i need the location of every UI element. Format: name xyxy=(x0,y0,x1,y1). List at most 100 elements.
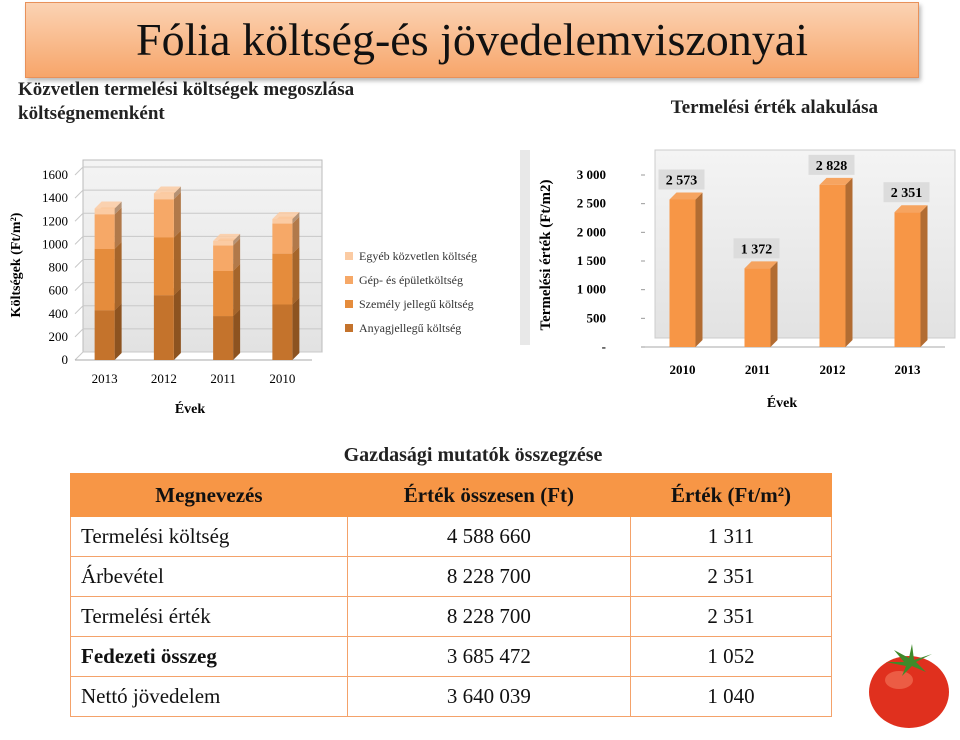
legend-label: Gép- és épületköltség xyxy=(359,273,463,287)
y-tick-label: 500 xyxy=(587,310,607,325)
bar xyxy=(94,214,115,249)
table-cell: 1 311 xyxy=(629,516,833,557)
grid-line xyxy=(74,259,322,268)
x-axis-label: Évek xyxy=(175,400,206,417)
bar-side xyxy=(292,211,300,224)
summary-table: Megnevezés Érték összesen (Ft) Érték (Ft/m… xyxy=(70,473,833,717)
y-tick-label: 1000 xyxy=(42,236,68,251)
bar-side xyxy=(292,246,300,305)
header-cell: Érték (Ft/m²) xyxy=(629,473,833,517)
plot-wall xyxy=(654,149,956,339)
bar xyxy=(272,253,293,305)
y-tick-label: 400 xyxy=(49,306,69,321)
legend-swatch xyxy=(345,252,353,260)
legend-label: Egyéb közvetlen költség xyxy=(359,249,477,263)
y-axis-label: Költségek (Ft/m²) xyxy=(9,212,24,317)
bar-side xyxy=(292,297,300,360)
bar-side xyxy=(173,186,181,200)
table-cell: 3 640 039 xyxy=(346,676,631,717)
bar-side xyxy=(233,238,241,271)
y-tick-label: 1 000 xyxy=(577,282,606,297)
bar xyxy=(94,310,115,360)
bar xyxy=(94,249,115,311)
bar-top xyxy=(272,211,300,219)
table-cell: Termelési érték xyxy=(70,596,348,637)
y-tick-label: 0 xyxy=(62,352,69,367)
x-tick-label: 2011 xyxy=(210,371,236,386)
header-cell: Megnevezés xyxy=(70,473,348,517)
x-tick-label: 2012 xyxy=(151,371,177,386)
x-tick-label: 2011 xyxy=(745,362,770,377)
grid-line xyxy=(74,328,322,338)
bar xyxy=(894,212,921,347)
table-cell: 2 351 xyxy=(629,596,833,637)
table-cell: 4 588 660 xyxy=(346,516,631,557)
bar xyxy=(669,199,696,347)
bar-side xyxy=(770,261,778,347)
bar-side xyxy=(292,216,300,254)
bar xyxy=(153,193,174,200)
grid-line xyxy=(74,166,322,176)
x-tick-label: 2013 xyxy=(895,362,922,377)
bar-top xyxy=(894,205,928,213)
bar xyxy=(213,316,234,360)
table-row: Termelési költség 4 588 660 1 311 xyxy=(70,516,833,557)
bar-top xyxy=(819,177,853,185)
table-title: Gazdasági mutatók összegzése xyxy=(343,444,603,466)
x-axis-label: Évek xyxy=(767,394,798,411)
table-row: Nettó jövedelem 3 640 039 1 040 xyxy=(70,676,833,717)
value-label: 2 351 xyxy=(891,186,923,201)
legend-label: Anyagjellegű költség xyxy=(359,321,461,335)
bar-top xyxy=(213,233,241,241)
header-cell: Érték összesen (Ft) xyxy=(346,473,631,517)
charts: Költségek (Ft/m²) Évek Termelési érték (… xyxy=(9,149,956,417)
bar xyxy=(153,295,174,360)
bar-side xyxy=(114,207,122,249)
bar xyxy=(153,237,174,296)
legend-swatch xyxy=(345,324,353,332)
table-cell: Nettó jövedelem xyxy=(70,676,348,717)
table-cell: 1 052 xyxy=(629,636,833,677)
header-row: Megnevezés Érték összesen (Ft) Érték (Ft/m… xyxy=(70,473,833,517)
bar-side xyxy=(114,201,122,215)
y-tick-label: 1400 xyxy=(42,190,68,205)
value-label-bg xyxy=(883,182,930,203)
bar xyxy=(213,270,234,317)
grid-line xyxy=(74,305,322,315)
x-tick-label: 2010 xyxy=(670,362,696,377)
y-tick-label: 3 000 xyxy=(577,167,606,182)
bar-side xyxy=(233,233,241,246)
grid-line xyxy=(74,235,322,245)
legend-label: Személy jellegű költség xyxy=(359,297,474,311)
bar xyxy=(272,223,293,254)
bar-side xyxy=(920,205,928,347)
y-tick-label: 1600 xyxy=(42,167,68,182)
bar xyxy=(153,199,174,238)
grid-line xyxy=(74,189,322,199)
x-tick-label: 2012 xyxy=(820,362,846,377)
value-label: 1 372 xyxy=(741,242,773,257)
y-axis-label: Termelési érték (Ft/m2) xyxy=(538,179,554,330)
y-tick-label: - xyxy=(602,339,606,354)
grid-line xyxy=(74,212,322,222)
bar-side xyxy=(233,309,241,360)
bar-side xyxy=(114,242,122,311)
title-box: Fólia költség-és jövedelemviszonyai xyxy=(25,2,919,78)
value-label-bg xyxy=(733,238,780,259)
table-row: Termelési érték 8 228 700 2 351 xyxy=(70,596,833,637)
grid-line xyxy=(74,282,322,291)
x-tick-label: 2010 xyxy=(269,371,295,386)
bar-side xyxy=(114,303,122,360)
bar xyxy=(272,304,293,360)
table-cell: Fedezeti összeg xyxy=(70,636,348,677)
table-cell: 1 040 xyxy=(629,676,833,717)
y-tick-label: 2 500 xyxy=(577,196,606,211)
bar-top xyxy=(153,186,181,194)
table-row: Árbevétel 8 228 700 2 351 xyxy=(70,556,833,597)
table-cell: 8 228 700 xyxy=(346,556,631,597)
table-cell: Árbevétel xyxy=(70,556,348,597)
bar-top xyxy=(744,261,778,269)
bar-side xyxy=(173,192,181,238)
table-cell: 2 351 xyxy=(629,556,833,597)
